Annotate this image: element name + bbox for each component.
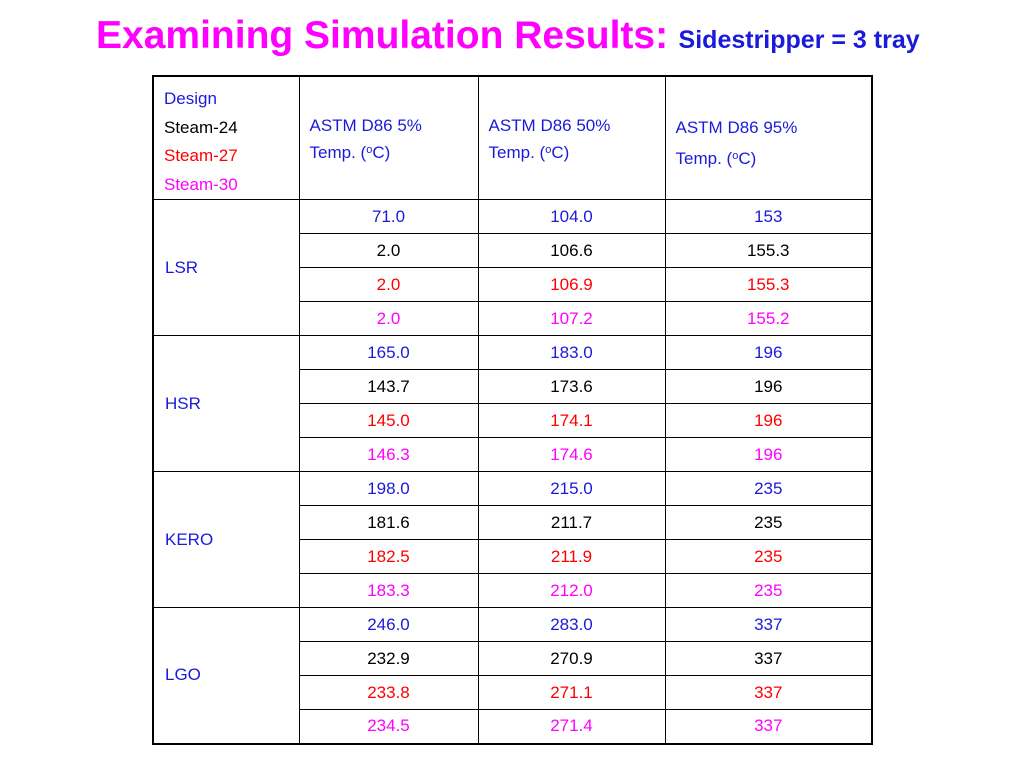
value-cell-d86-95: 337 [664, 607, 873, 642]
table-row: HSR 165.0 183.0 196 [152, 335, 873, 472]
value-cell-d86-95: 337 [664, 641, 873, 676]
header-d86-5: ASTM D86 5% Temp. (oC) [298, 75, 479, 200]
header-d86-95-line1: ASTM D86 95% [675, 118, 798, 137]
value-cell-d86-5: 246.0 [298, 607, 479, 642]
group-label-hsr: HSR [152, 335, 300, 472]
table-row: KERO 198.0 215.0 235 [152, 471, 873, 608]
value-cell-d86-95: 235 [664, 505, 873, 540]
table-row: 146.3 174.6 196 [153, 437, 873, 472]
value-cell-d86-5: 182.5 [298, 539, 479, 574]
header-d86-50-unit-post: C) [551, 143, 570, 162]
value-cell-d86-5: 165.0 [298, 335, 479, 370]
table-row: 232.9 270.9 337 [153, 641, 873, 676]
header-d86-50-degree: o [545, 144, 552, 156]
value-cell-d86-50: 174.6 [477, 437, 666, 472]
table-row: 2.0 106.9 155.3 [153, 267, 873, 302]
value-cell-d86-95: 155.2 [664, 301, 873, 336]
value-cell-d86-95: 196 [664, 335, 873, 370]
table-row: LSR 71.0 104.0 153 [152, 199, 873, 336]
value-cell-d86-95: 196 [664, 403, 873, 438]
value-cell-d86-5: 234.5 [298, 709, 479, 744]
header-d86-50: ASTM D86 50% Temp. (oC) [477, 75, 666, 200]
value-cell-d86-95: 196 [664, 369, 873, 404]
value-cell-d86-95: 235 [664, 539, 873, 574]
value-cell-d86-5: 181.6 [298, 505, 479, 540]
group-label-lgo: LGO [152, 607, 300, 744]
value-cell-d86-95: 235 [664, 573, 873, 608]
header-d86-50-unit-pre: Temp. ( [488, 143, 546, 162]
table-row: 143.7 173.6 196 [153, 369, 873, 404]
value-cell-d86-5: 143.7 [298, 369, 479, 404]
value-cell-d86-50: 271.1 [477, 675, 666, 710]
value-cell-d86-95: 153 [664, 199, 873, 234]
value-cell-d86-5: 71.0 [298, 199, 479, 234]
value-cell-d86-50: 215.0 [477, 471, 666, 506]
header-d86-95-unit-pre: Temp. ( [675, 149, 733, 168]
title-main: Examining Simulation Results: [96, 14, 669, 57]
legend-steam-27: Steam-27 [164, 146, 238, 165]
header-d86-5-unit-pre: Temp. ( [309, 143, 367, 162]
legend-design: Design [164, 89, 217, 108]
value-cell-d86-95: 196 [664, 437, 873, 472]
results-table-body: Design Steam-24 Steam-27 Steam-30 ASTM D… [152, 75, 873, 744]
value-cell-d86-50: 174.1 [477, 403, 666, 438]
table-row: LGO 246.0 283.0 337 [152, 607, 873, 744]
group-label-kero: KERO [152, 471, 300, 608]
value-cell-d86-95: 337 [664, 709, 873, 744]
value-cell-d86-50: 283.0 [477, 607, 666, 642]
value-cell-d86-50: 107.2 [477, 301, 666, 336]
value-cell-d86-5: 198.0 [298, 471, 479, 506]
header-d86-95: ASTM D86 95% Temp. (oC) [664, 75, 873, 200]
value-cell-d86-95: 235 [664, 471, 873, 506]
header-d86-5-line1: ASTM D86 5% [309, 116, 422, 135]
value-cell-d86-5: 2.0 [298, 233, 479, 268]
value-cell-d86-95: 155.3 [664, 233, 873, 268]
value-cell-d86-50: 104.0 [477, 199, 666, 234]
group-label-lsr: LSR [152, 199, 300, 336]
value-cell-d86-50: 211.7 [477, 505, 666, 540]
table-row: 183.3 212.0 235 [153, 573, 873, 608]
value-cell-d86-5: 232.9 [298, 641, 479, 676]
legend-steam-30: Steam-30 [164, 174, 238, 194]
value-cell-d86-5: 2.0 [298, 267, 479, 302]
value-cell-d86-50: 270.9 [477, 641, 666, 676]
table-row: 182.5 211.9 235 [153, 539, 873, 574]
value-cell-d86-50: 211.9 [477, 539, 666, 574]
table-row: 234.5 271.4 337 [153, 709, 873, 744]
value-cell-d86-5: 2.0 [298, 301, 479, 336]
value-cell-d86-50: 183.0 [477, 335, 666, 370]
header-d86-95-unit-post: C) [738, 149, 757, 168]
legend-cell: Design Steam-24 Steam-27 Steam-30 [152, 75, 300, 200]
value-cell-d86-50: 106.9 [477, 267, 666, 302]
value-cell-d86-5: 183.3 [298, 573, 479, 608]
header-d86-5-degree: o [366, 144, 373, 156]
header-d86-50-line1: ASTM D86 50% [488, 116, 611, 135]
table-row: 233.8 271.1 337 [153, 675, 873, 710]
value-cell-d86-50: 212.0 [477, 573, 666, 608]
header-d86-95-degree: o [732, 150, 739, 162]
header-row: Design Steam-24 Steam-27 Steam-30 ASTM D… [152, 75, 873, 200]
slide-title: Examining Simulation Results: Sidestripp… [96, 14, 996, 58]
value-cell-d86-95: 337 [664, 675, 873, 710]
table-row: 145.0 174.1 196 [153, 403, 873, 438]
legend-steam-24: Steam-24 [164, 117, 238, 137]
value-cell-d86-5: 233.8 [298, 675, 479, 710]
results-table: Design Steam-24 Steam-27 Steam-30 ASTM D… [152, 75, 873, 745]
title-subtitle: Sidestripper = 3 tray [678, 26, 920, 54]
value-cell-d86-50: 271.4 [477, 709, 666, 744]
value-cell-d86-50: 106.6 [477, 233, 666, 268]
table-row: 181.6 211.7 235 [153, 505, 873, 540]
value-cell-d86-95: 155.3 [664, 267, 873, 302]
header-d86-5-unit-post: C) [372, 143, 391, 162]
value-cell-d86-50: 173.6 [477, 369, 666, 404]
value-cell-d86-5: 145.0 [298, 403, 479, 438]
value-cell-d86-5: 146.3 [298, 437, 479, 472]
